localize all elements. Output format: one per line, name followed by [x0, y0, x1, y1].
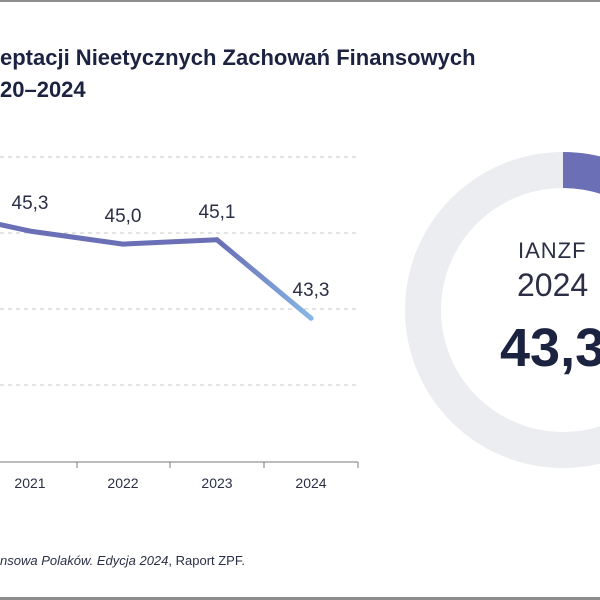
source-note: nsowa Polaków. Edycja 2024, Raport ZPF. — [0, 553, 245, 568]
series-line — [0, 222, 314, 321]
source-italic: nsowa Polaków. Edycja 2024 — [0, 553, 169, 568]
top-rule — [0, 0, 600, 2]
data-point — [308, 315, 314, 321]
donut-track — [405, 152, 600, 468]
data-label: 45,3 — [12, 193, 49, 214]
x-tick-label: 2024 — [295, 475, 326, 491]
data-label: 45,1 — [199, 202, 236, 223]
donut-label: IANZF — [518, 238, 587, 263]
x-tick-label: 2021 — [14, 475, 45, 491]
title-line-2: 20–2024 — [0, 77, 86, 102]
data-point — [27, 228, 33, 234]
data-label: 45,0 — [105, 206, 142, 227]
donut-year: 2024 — [517, 267, 588, 303]
title-line-1: eptacji Nieetycznych Zachowań Finansowyc… — [0, 45, 476, 70]
data-label: 43,3 — [293, 280, 330, 301]
donut-chart: IANZF 2024 43,3 — [405, 152, 600, 468]
chart-title: eptacji Nieetycznych Zachowań Finansowyc… — [0, 42, 600, 106]
donut-value: 43,3 — [500, 318, 600, 378]
data-point — [120, 241, 126, 247]
line-chart: 2021 2022 2023 2024 45,3 45,0 45,1 43,3 — [0, 156, 359, 491]
donut-slice — [563, 152, 600, 194]
x-tick-label: 2023 — [201, 475, 232, 491]
data-point — [214, 237, 220, 243]
x-tick-label: 2022 — [107, 475, 138, 491]
bottom-rule — [0, 597, 600, 600]
source-rest: , Raport ZPF. — [168, 553, 245, 568]
